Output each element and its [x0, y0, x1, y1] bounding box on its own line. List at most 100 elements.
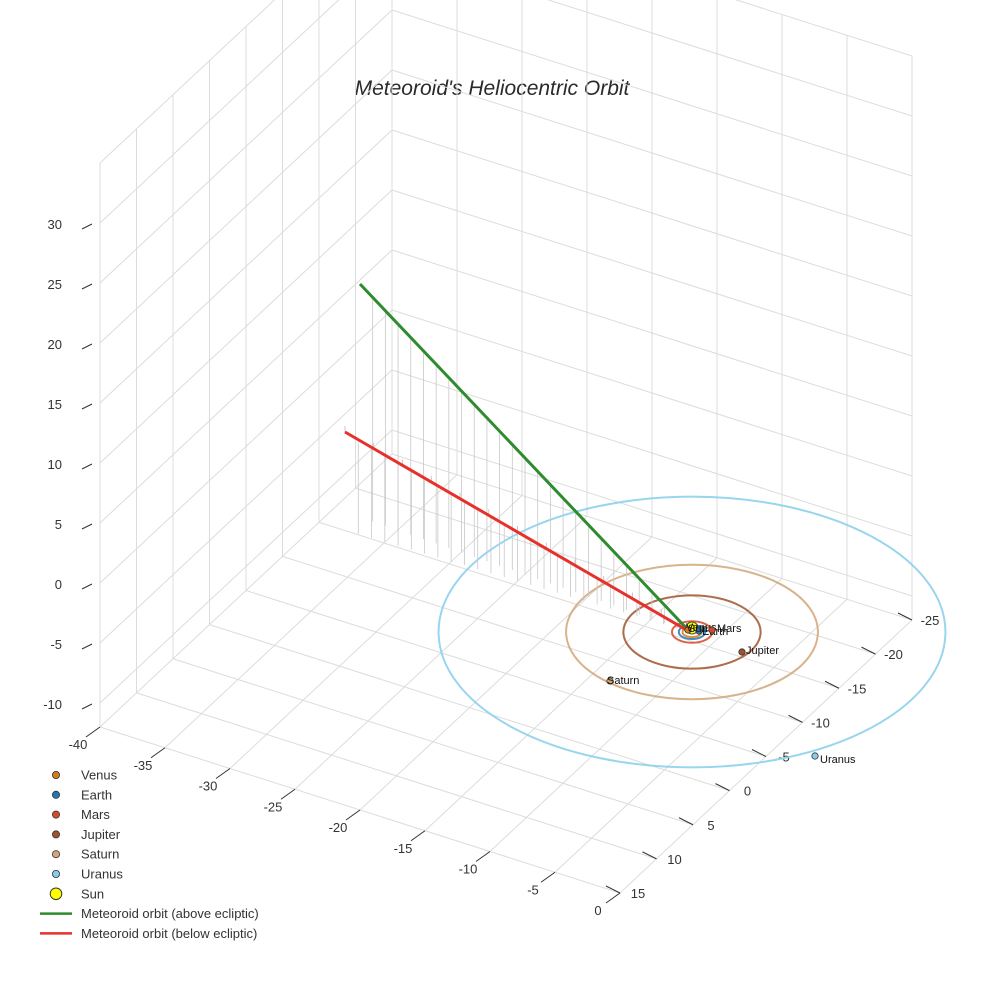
y-tick-mark — [788, 714, 803, 723]
x-tick-mark — [215, 768, 231, 779]
z-tick-label: 20 — [48, 337, 62, 352]
y-tick-label: -20 — [884, 647, 903, 662]
x-tick-label: 0 — [594, 903, 601, 918]
legend-marker-swatch — [52, 830, 61, 839]
saturn-orbit — [565, 563, 819, 701]
series-layer — [344, 282, 692, 634]
meteoroid-orbit-above — [358, 282, 692, 634]
venus-marker — [684, 626, 692, 634]
z-tick-label: 30 — [48, 217, 62, 232]
mars-label: Mars — [717, 623, 742, 635]
legend-label: Venus — [81, 768, 118, 783]
meteoroid-orbit-below — [344, 430, 691, 634]
floor-gridline-y — [355, 487, 876, 655]
y-tick-mark — [642, 851, 657, 860]
x-tick-label: -40 — [69, 737, 88, 752]
orbit-layer — [437, 495, 947, 769]
x-tick-mark — [540, 871, 556, 883]
z-tick-label: 10 — [48, 457, 62, 472]
z-tick-label: 5 — [55, 517, 62, 532]
backwall-gridline-h — [391, 369, 913, 537]
legend-label: Uranus — [81, 867, 123, 882]
legend-item: Venus — [52, 768, 118, 783]
z-tick-label: 25 — [48, 277, 62, 292]
jupiter-marker — [738, 648, 746, 656]
backwall-gridline-h — [546, 0, 913, 117]
legend-item: Meteoroid orbit (below ecliptic) — [40, 926, 257, 941]
y-tick-label: 5 — [707, 818, 714, 833]
y-tick-label: 10 — [667, 852, 681, 867]
x-tick-label: -30 — [199, 779, 218, 794]
leftwall-gridline-h — [99, 69, 393, 344]
uranus-marker — [811, 752, 819, 760]
x-tick-mark — [410, 830, 426, 842]
legend-marker-swatch — [52, 850, 61, 859]
leftwall-gridline-h — [99, 369, 393, 644]
y-tick-mark — [715, 783, 730, 792]
legend-label: Meteoroid orbit (below ecliptic) — [81, 926, 257, 941]
sun-label: Sun — [688, 623, 708, 635]
z-tick-mark — [81, 523, 93, 530]
legend-marker-swatch — [49, 887, 63, 901]
z-tick-mark — [81, 703, 93, 710]
y-tick-label: -10 — [811, 715, 830, 730]
y-tick-mark — [897, 612, 913, 621]
floor-gridline-y — [318, 521, 840, 689]
legend-item: Mars — [52, 807, 110, 822]
y-tick-mark — [751, 749, 767, 757]
x-tick-mark — [85, 726, 101, 738]
z-tick-mark — [81, 643, 93, 650]
legend-marker-swatch — [52, 771, 61, 780]
z-tick-mark — [81, 583, 93, 590]
legend-label: Sun — [81, 886, 104, 901]
backwall-gridline-h — [391, 9, 913, 177]
leftwall-gridline-h — [99, 249, 393, 524]
x-tick-label: -25 — [264, 799, 283, 814]
floor-gridline-y — [136, 692, 657, 860]
x-tick-label: -15 — [394, 841, 413, 856]
x-tick-mark — [605, 892, 621, 904]
backwall-gridline-h — [391, 249, 913, 417]
x-tick-mark — [150, 747, 166, 759]
legend-label: Meteoroid orbit (above ecliptic) — [81, 906, 259, 921]
jupiter-orbit — [622, 594, 762, 670]
legend-marker-swatch — [52, 810, 61, 819]
leftwall-gridline-h — [99, 0, 340, 224]
z-tick-label: 0 — [55, 577, 62, 592]
leftwall-gridline-h — [99, 189, 393, 464]
backwall-gridline-h — [734, 0, 913, 57]
grid-layer — [99, 0, 913, 894]
leftwall-gridline-h — [99, 9, 393, 284]
backwall-gridline-h — [391, 309, 913, 477]
legend-label: Saturn — [81, 847, 119, 862]
backwall-gridline-h — [391, 129, 913, 297]
z-tick-label: 15 — [48, 397, 62, 412]
x-tick-label: -35 — [134, 758, 153, 773]
y-tick-mark — [605, 885, 621, 894]
legend-item: Uranus — [52, 867, 123, 882]
leftwall-gridline-h — [99, 429, 393, 704]
legend-marker-swatch — [52, 870, 61, 879]
x-tick-label: -20 — [329, 820, 348, 835]
y-tick-label: -25 — [921, 613, 940, 628]
legend-label: Mars — [81, 807, 110, 822]
x-tick-label: -10 — [459, 862, 478, 877]
z-tick-mark — [81, 223, 93, 230]
x-tick-mark — [280, 788, 296, 800]
y-tick-label: 15 — [631, 886, 645, 901]
backwall-gridline-h — [391, 189, 913, 357]
y-tick-label: -15 — [848, 681, 867, 696]
floor-gridline-y — [172, 658, 694, 826]
z-tick-mark — [81, 283, 93, 290]
legend-label: Jupiter — [81, 827, 121, 842]
uranus-label: Uranus — [820, 754, 856, 766]
z-tick-label: -10 — [43, 697, 62, 712]
leftwall-gridline-h — [99, 309, 393, 584]
axis-layer: -40 -35 -30 -25 -20 -15 -10 -5 0 -25 -20 -15 -10 -5 0 5… — [43, 217, 939, 918]
y-tick-label: -5 — [778, 750, 790, 765]
saturn-marker — [606, 677, 614, 685]
jupiter-label: Jupiter — [746, 645, 779, 657]
z-tick-mark — [81, 463, 93, 470]
